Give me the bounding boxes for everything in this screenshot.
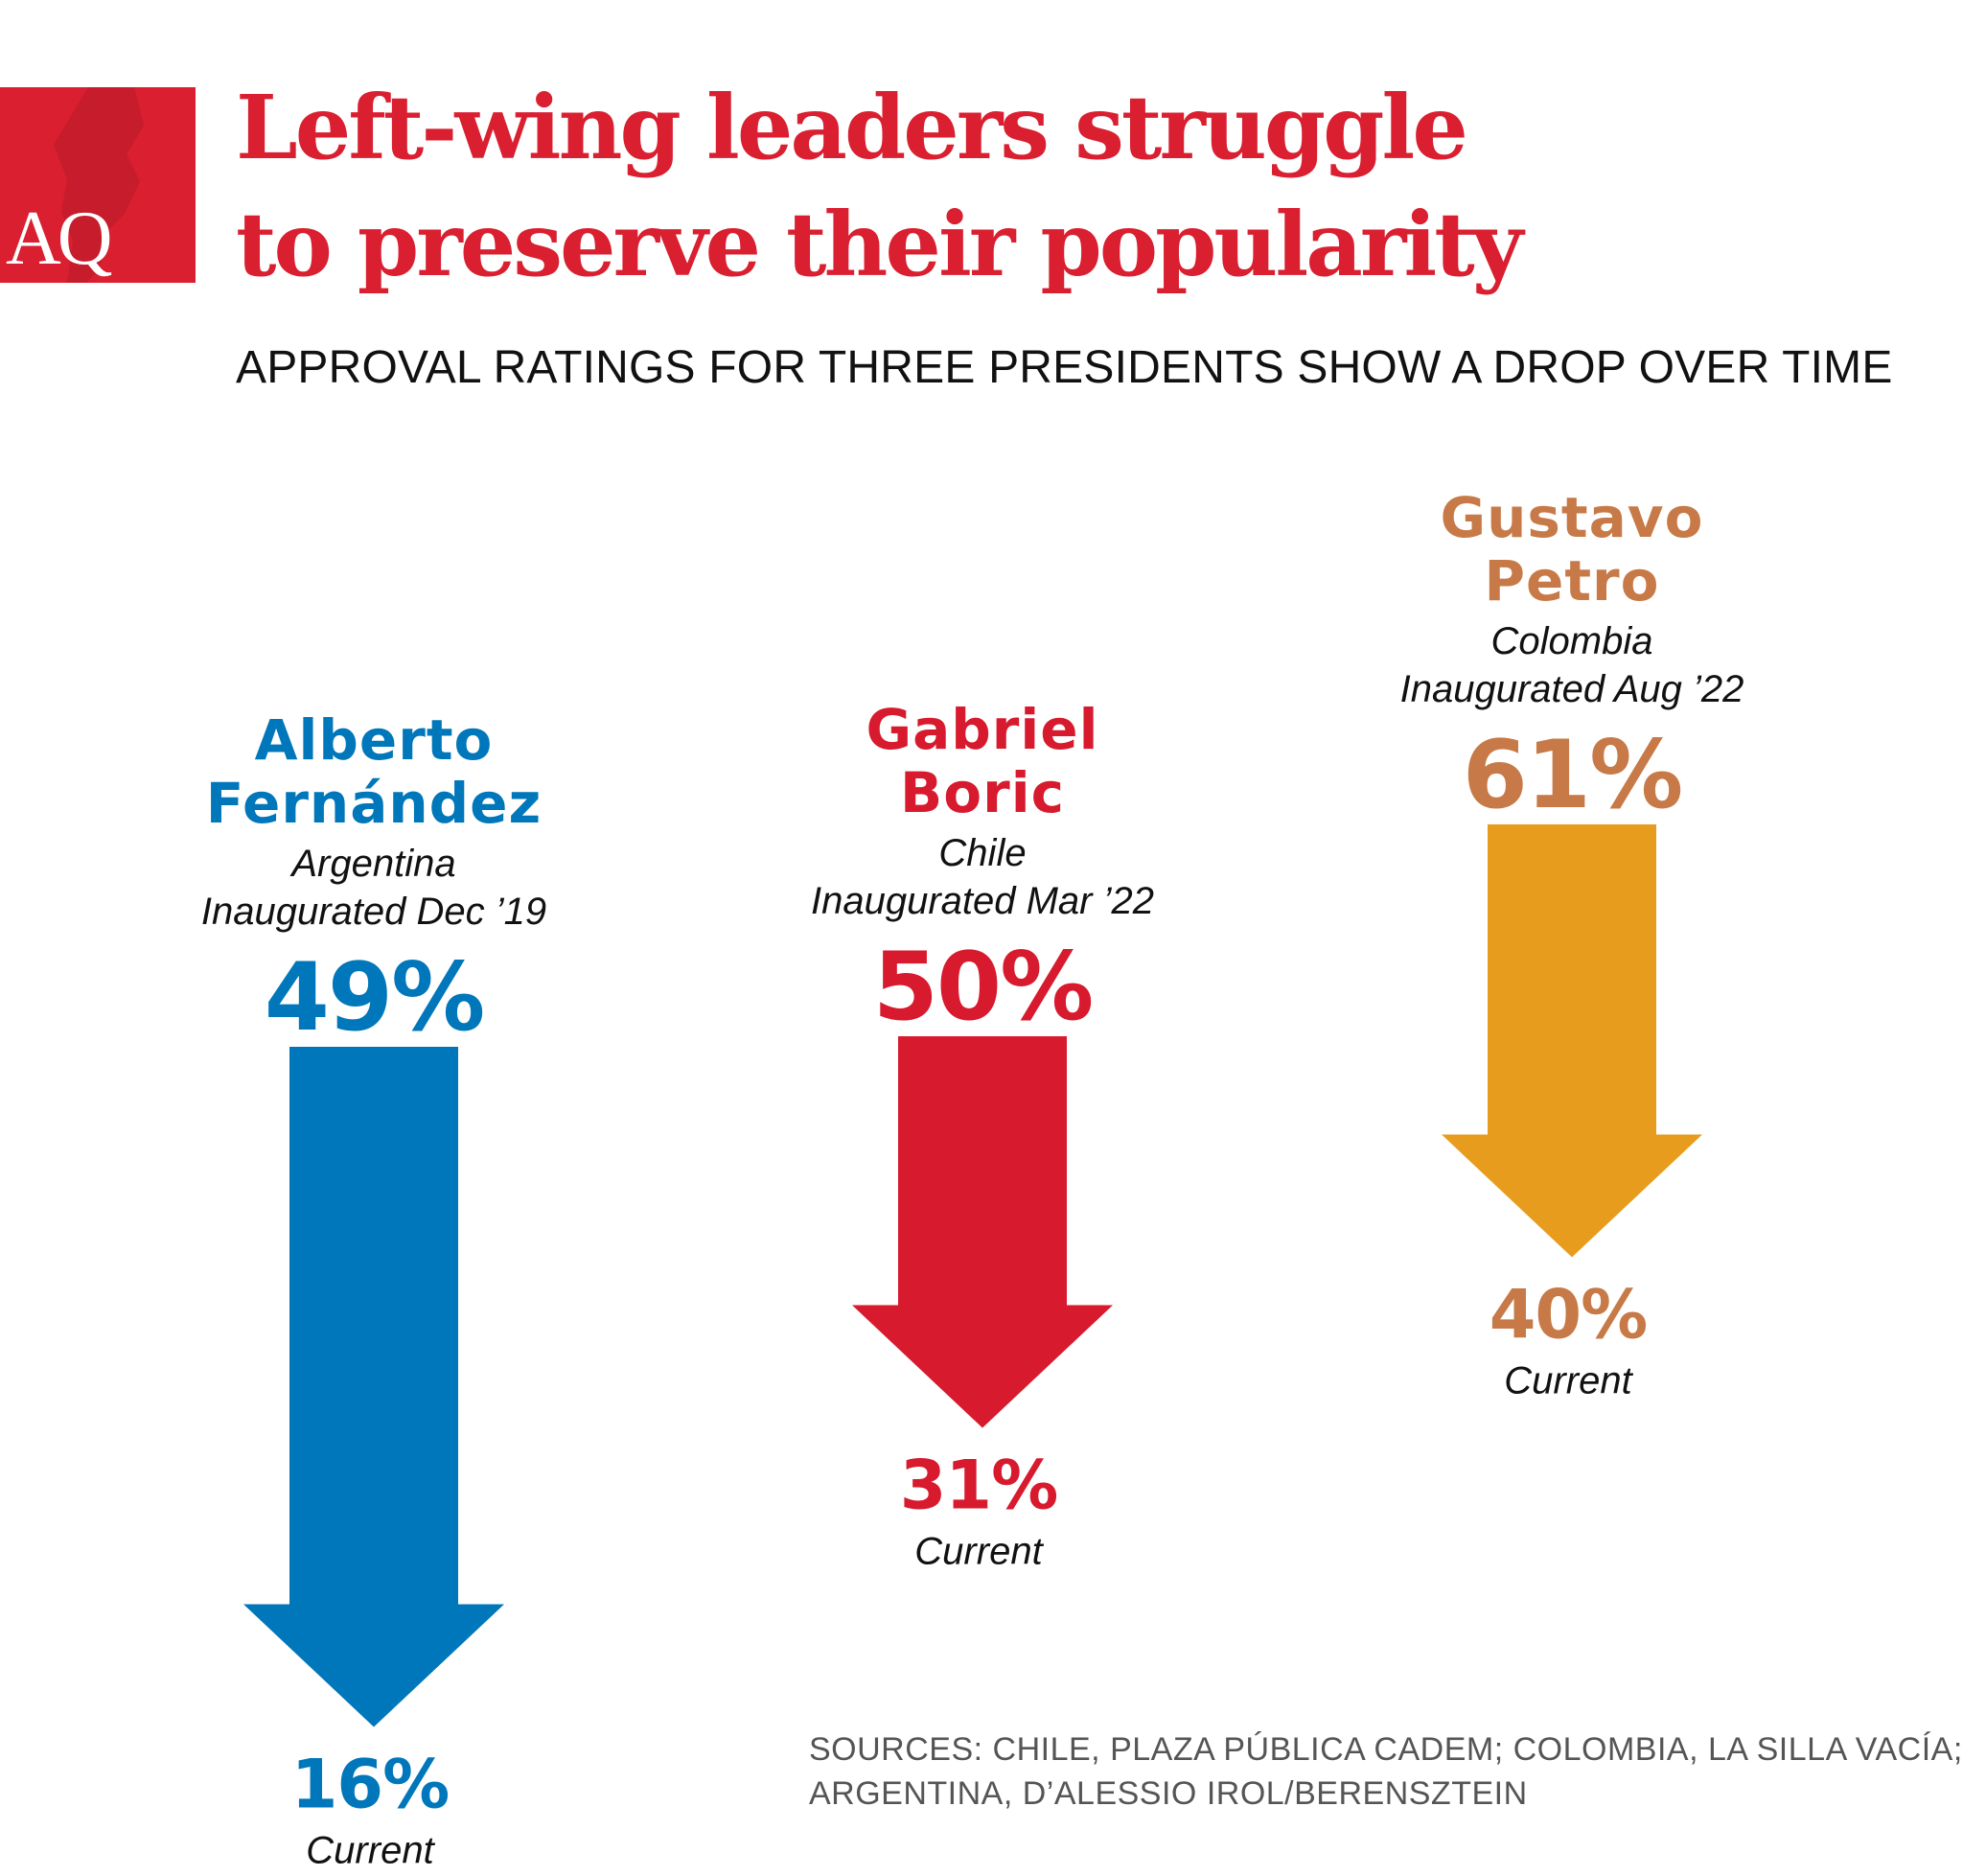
- title-line-2: to preserve their popularity: [236, 193, 1523, 296]
- end-caption-boric: Current: [914, 1531, 1044, 1573]
- inaugurated-petro: Inaugurated Aug ’22: [1400, 668, 1744, 710]
- start-value-boric: 50%: [873, 933, 1093, 1042]
- end-value-fernandez: 16%: [291, 1746, 450, 1824]
- sources-line-2: ARGENTINA, D’ALESSIO IROL/BERENSZTEIN: [809, 1775, 1528, 1812]
- leader-name-petro-line-1: Gustavo: [1441, 485, 1704, 550]
- leader-name-boric-line-1: Gabriel: [866, 697, 1099, 762]
- country-boric: Chile: [938, 832, 1026, 874]
- end-value-boric: 31%: [900, 1447, 1058, 1525]
- country-petro: Colombia: [1491, 620, 1653, 662]
- sources-note: SOURCES: CHILE, PLAZA PÚBLICA CADEM; COL…: [809, 1727, 1963, 1816]
- end-caption-petro: Current: [1504, 1360, 1633, 1402]
- page-title: Left-wing leaders struggle to preserve t…: [236, 69, 1523, 303]
- arrow-petro: [1442, 824, 1702, 1258]
- sources-line-1: SOURCES: CHILE, PLAZA PÚBLICA CADEM; COL…: [809, 1731, 1963, 1768]
- leader-name-fernandez-line-1: Alberto: [255, 707, 494, 773]
- subtitle: APPROVAL RATINGS FOR THREE PRESIDENTS SH…: [236, 342, 1893, 393]
- leader-name-petro-line-2: Petro: [1484, 548, 1659, 614]
- country-fernandez: Argentina: [289, 843, 455, 885]
- leader-name-boric-line-2: Boric: [900, 760, 1065, 825]
- arrow-boric: [852, 1036, 1113, 1428]
- leader-name-fernandez-line-2: Fernández: [206, 771, 543, 836]
- title-line-1: Left-wing leaders struggle: [236, 76, 1468, 179]
- inaugurated-boric: Inaugurated Mar ’22: [811, 880, 1154, 922]
- start-value-petro: 61%: [1463, 721, 1682, 830]
- aq-logo: AQ: [0, 87, 196, 283]
- end-caption-fernandez: Current: [306, 1830, 435, 1872]
- logo-text: AQ: [6, 197, 113, 281]
- end-value-petro: 40%: [1490, 1276, 1648, 1355]
- map-watermark: [54, 87, 144, 283]
- start-value-fernandez: 49%: [265, 943, 484, 1053]
- inaugurated-fernandez: Inaugurated Dec ’19: [201, 891, 546, 933]
- arrow-fernandez: [243, 1047, 504, 1727]
